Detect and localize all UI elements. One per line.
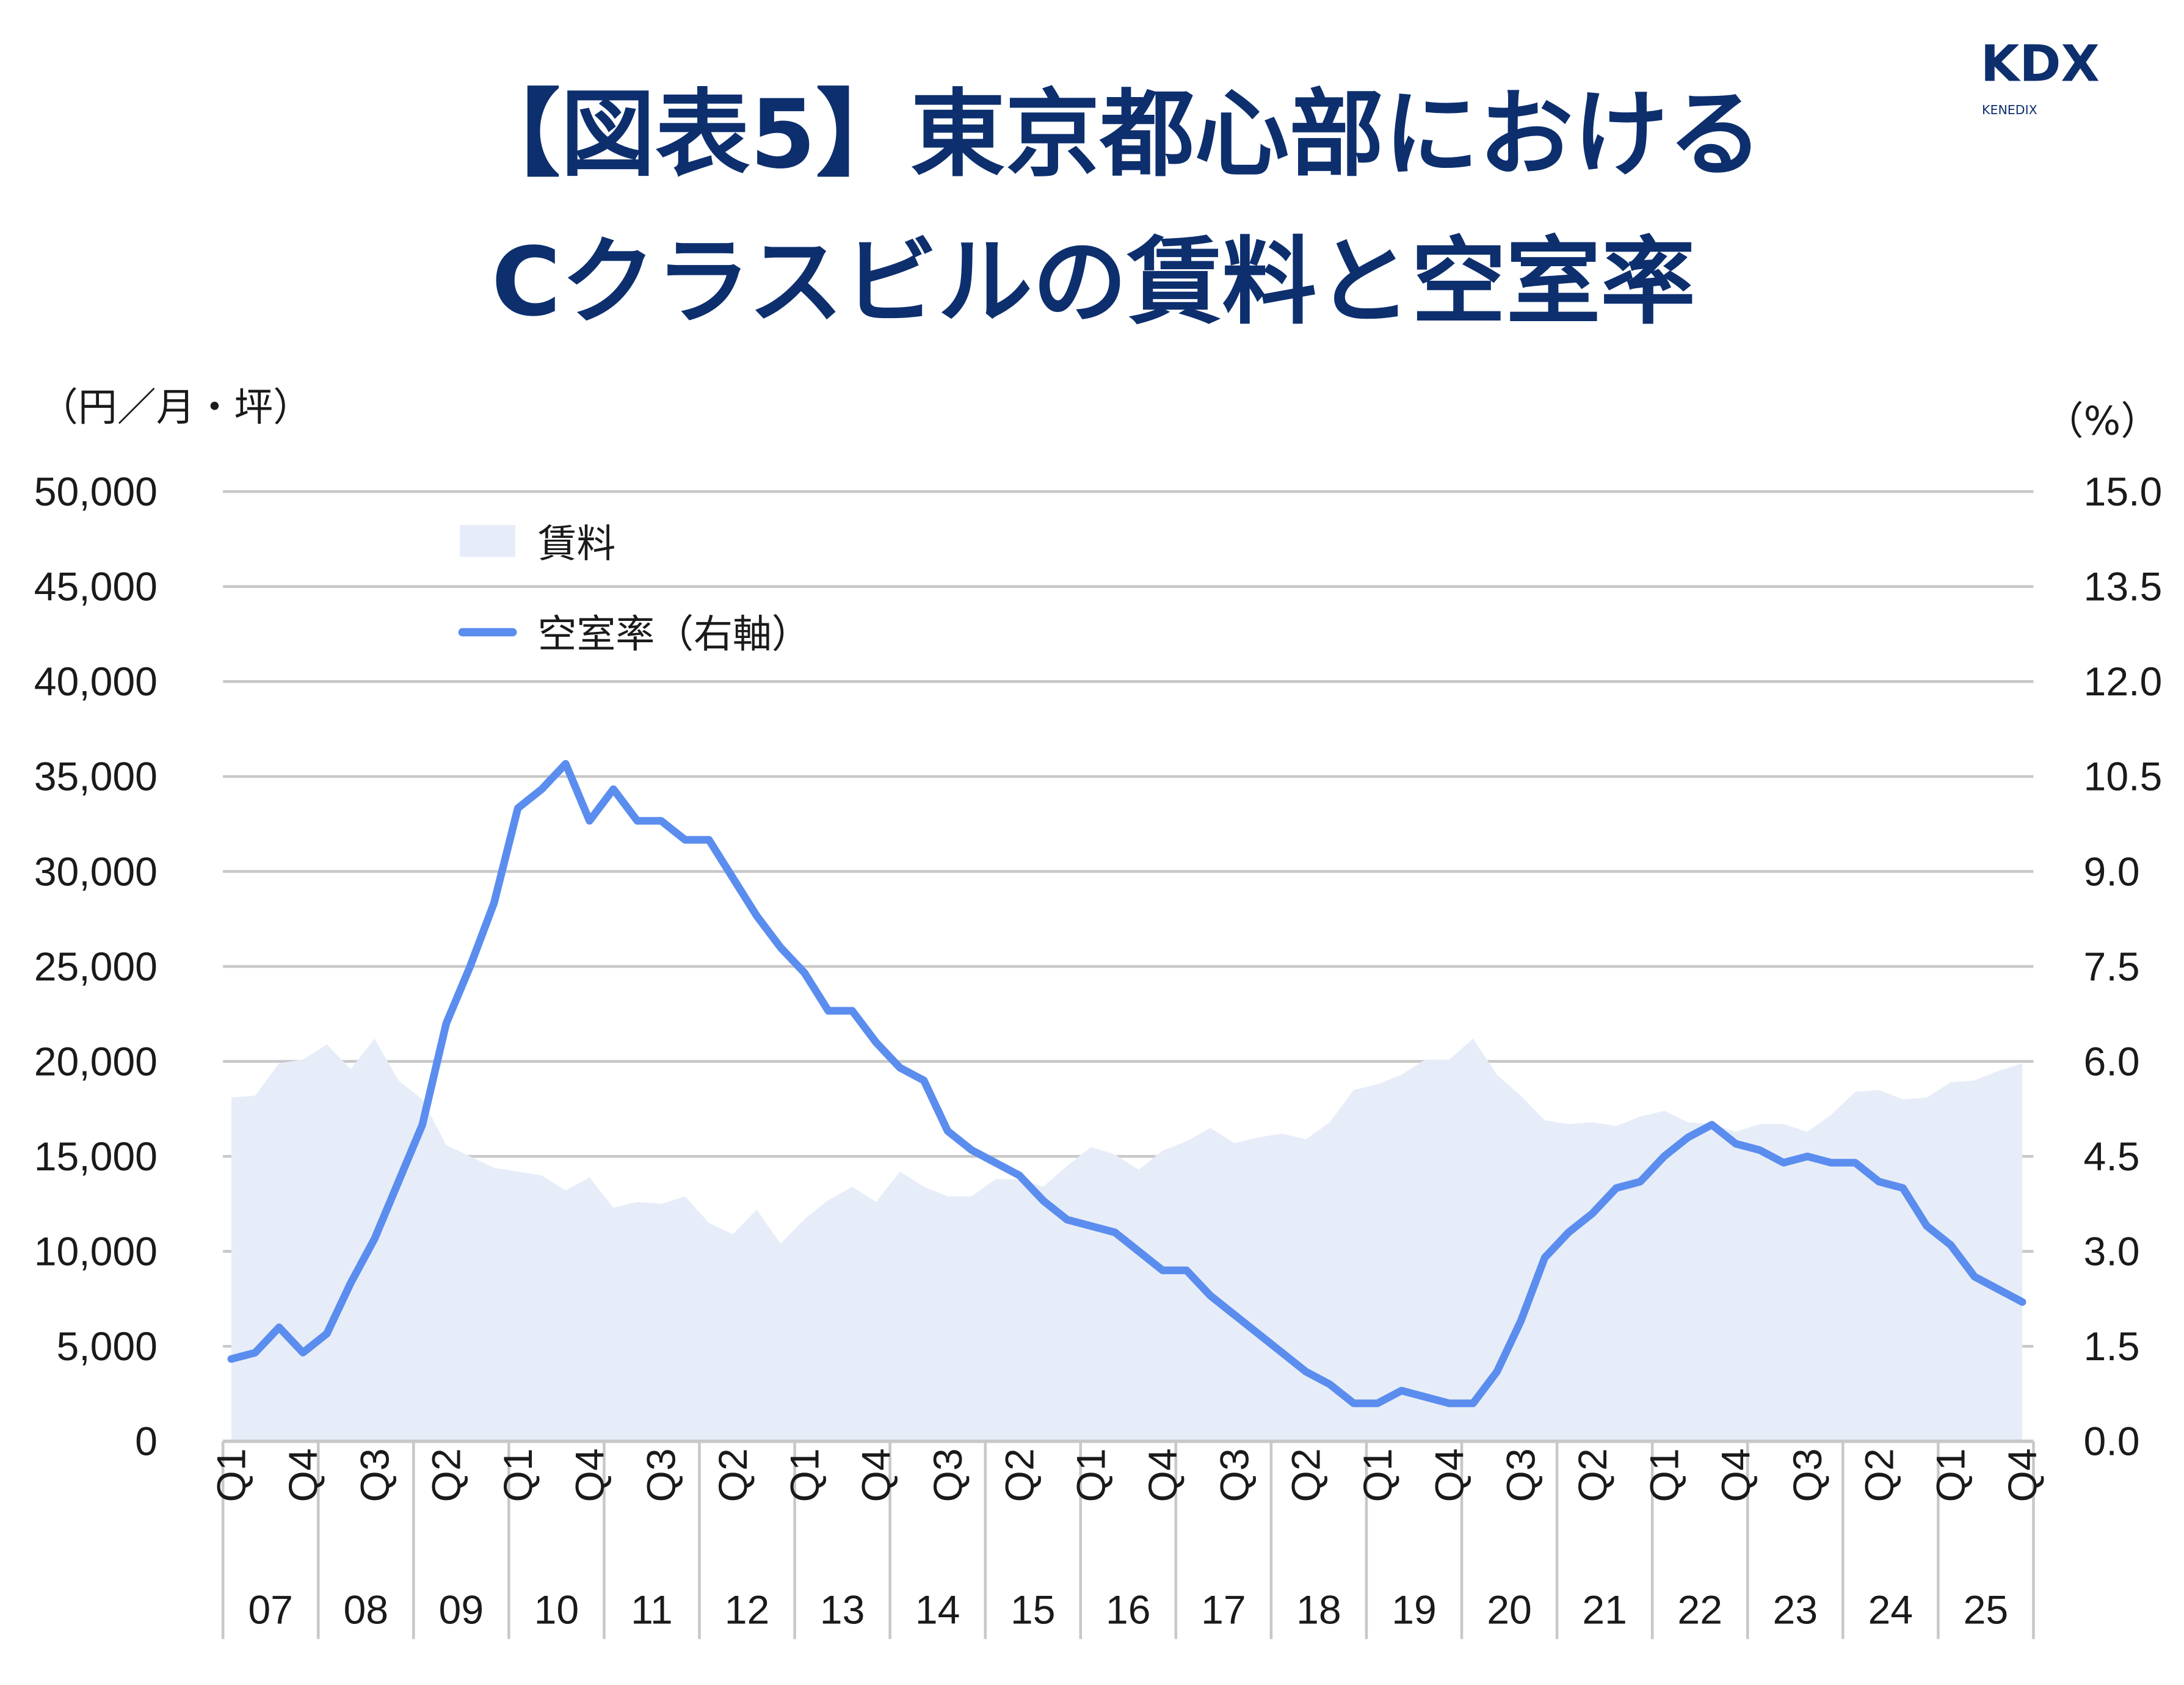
left-axis-unit: （円／月・坪） [39,385,312,430]
left-tick-label: 25,000 [34,944,158,990]
quarter-label: Q2 [711,1448,756,1502]
legend: 賃料 空室率（右軸） [458,521,811,658]
year-label: 17 [1201,1588,1246,1633]
logo-sub: KENEDIX [1982,103,2037,117]
quarter-label: Q4 [1714,1448,1759,1502]
year-label: 14 [915,1588,960,1633]
year-label: 08 [343,1588,388,1633]
left-tick-label: 50,000 [34,469,158,515]
right-tick-label: 0.0 [2084,1419,2140,1465]
right-tick-label: 12.0 [2084,659,2163,705]
quarter-label: Q2 [997,1448,1042,1502]
quarter-label: Q3 [1499,1448,1544,1502]
left-tick-label: 15,000 [34,1134,158,1180]
quarter-label: Q2 [1284,1448,1329,1502]
quarter-label: Q3 [639,1448,684,1502]
quarter-label: Q2 [424,1448,470,1502]
year-label: 15 [1010,1588,1056,1633]
left-tick-label: 40,000 [34,659,158,705]
year-label: 20 [1487,1588,1532,1633]
left-tick-label: 30,000 [34,849,158,894]
right-tick-label: 7.5 [2084,944,2140,990]
right-tick-label: 10.5 [2084,755,2163,800]
right-tick-label: 3.0 [2084,1230,2140,1275]
year-label: 24 [1868,1588,1914,1633]
quarter-label: Q3 [926,1448,971,1502]
quarter-label: Q1 [1642,1448,1687,1502]
year-label: 10 [534,1588,579,1633]
quarter-label: Q1 [1355,1448,1401,1502]
quarter-label: Q4 [281,1448,326,1502]
right-axis-ticks: 0.0 1.5 3.0 4.5 6.0 7.5 9.0 10.5 12.0 13.5 15.0 [2084,469,2163,1465]
x-axis: 07 08 09 10 11 12 13 14 15 16 17 18 19 20 21 22 23 24 25 Q1… [209,1439,2045,1639]
vacancy-line [227,759,2026,1407]
quarter-label: Q3 [1785,1448,1830,1502]
year-label: 16 [1106,1588,1151,1633]
right-axis-unit: （%） [2045,399,2160,444]
year-label: 25 [1964,1588,2009,1633]
year-label: 19 [1391,1588,1437,1633]
right-tick-label: 13.5 [2084,565,2163,610]
left-tick-label: 20,000 [34,1039,158,1084]
left-tick-label: 0 [135,1419,158,1465]
left-tick-label: 10,000 [34,1230,158,1275]
right-tick-label: 6.0 [2084,1039,2140,1084]
quarter-label: Q1 [782,1448,827,1502]
quarter-label: Q4 [1427,1448,1472,1502]
year-label: 21 [1582,1588,1627,1633]
right-tick-label: 15.0 [2084,469,2163,515]
year-label: 13 [820,1588,865,1633]
quarter-label: Q3 [352,1448,397,1502]
chart-title-line1: 【図表5】東京都心部における [466,79,1763,190]
year-label: 22 [1677,1588,1722,1633]
quarter-label: Q2 [1570,1448,1616,1502]
logo-main: KDX [1981,35,2100,93]
year-label: 18 [1296,1588,1341,1633]
quarter-label: Q1 [209,1448,255,1502]
year-label: 11 [631,1588,673,1633]
year-label: 23 [1772,1588,1818,1633]
quarter-label: Q1 [1069,1448,1114,1502]
year-label: 12 [725,1588,770,1633]
left-tick-label: 35,000 [34,755,158,800]
left-axis-ticks: 0 5,000 10,000 15,000 20,000 25,000 30,000 35,0… [34,469,158,1465]
quarter-label: Q1 [496,1448,541,1502]
right-tick-label: 9.0 [2084,849,2140,894]
left-tick-label: 5,000 [56,1324,157,1369]
right-tick-label: 1.5 [2084,1324,2140,1369]
quarter-label: Q4 [2000,1448,2045,1502]
year-label: 07 [248,1588,293,1633]
chart-title-line2: Cクラスビルの賃料と空室率 [492,227,1696,338]
quarter-label: Q4 [567,1448,612,1502]
year-label: 09 [439,1588,484,1633]
legend-rent-label: 賃料 [538,521,616,567]
left-tick-label: 45,000 [34,565,158,610]
quarter-label: Q1 [1929,1448,1974,1502]
kdx-logo: KDX KENEDIX [1981,35,2100,117]
quarter-label: Q3 [1212,1448,1257,1502]
legend-rent-swatch [459,524,516,557]
quarter-label: Q4 [854,1448,899,1502]
quarter-label: Q4 [1141,1448,1186,1502]
data-points [231,763,2023,1404]
legend-vacancy-label: 空室率（右軸） [538,612,811,658]
right-tick-label: 4.5 [2084,1134,2140,1180]
quarter-label: Q2 [1857,1448,1902,1502]
